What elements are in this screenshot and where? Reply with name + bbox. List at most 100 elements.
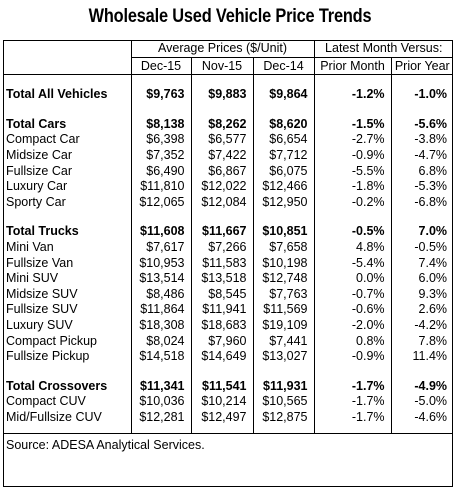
header-blank (3, 57, 131, 75)
table-row: Fullsize Pickup $14,518 $14,649 $13,027 -0.9… (3, 348, 454, 365)
cell-nov15: $8,262 (190, 116, 253, 133)
cell-prior-month: -0.9% (313, 348, 392, 365)
row-label: Mid/Fullsize CUV (6, 409, 102, 424)
table-row: Compact Car $6,398 $6,577 $6,654 -2.7% -3.8% (3, 132, 454, 148)
table-row: Compact Pickup $8,024 $7,960 $7,441 0.8% 7.8% (3, 333, 454, 349)
row-label: Total Trucks (6, 224, 79, 239)
cell-nov15: $11,941 (190, 302, 253, 318)
cell-dec14: $12,466 (252, 178, 315, 195)
cell-prior-month: -1.7% (313, 378, 392, 395)
cell-prior-year: -4.6% (390, 409, 454, 426)
spacer-row (3, 364, 454, 379)
table-row: Mid/Fullsize CUV $12,281 $12,497 $12,875 -1.… (3, 409, 454, 426)
cell-prior-month: -0.2% (313, 194, 392, 211)
cell-dec15: $12,065 (130, 194, 191, 211)
cell-prior-year: 11.4% (390, 348, 454, 365)
cell-prior-month: -2.7% (313, 132, 392, 148)
cell-prior-month: -0.7% (313, 286, 392, 303)
cell-dec15: $8,138 (130, 116, 191, 133)
spacer-cell (130, 102, 191, 117)
cell-dec14: $6,075 (252, 163, 315, 179)
spacer-row (3, 74, 454, 87)
spacer-cell (130, 210, 191, 225)
cell-prior-year: -0.5% (390, 239, 454, 256)
spacer-cell (130, 425, 191, 434)
cell-dec14: $11,931 (252, 378, 315, 395)
spacer-cell (313, 364, 392, 379)
col-header-dec15: Dec-15 (130, 57, 191, 75)
spacer-cell (252, 102, 315, 117)
table-row: Fullsize SUV $11,864 $11,941 $11,569 -0.6% 2.… (3, 302, 454, 318)
spacer-cell (252, 210, 315, 225)
cell-dec15: $11,864 (130, 302, 191, 318)
cell-nov15: $7,422 (190, 147, 253, 164)
cell-dec14: $12,748 (252, 270, 315, 287)
cell-prior-year: -3.8% (390, 132, 454, 148)
cell-dec15: $11,810 (130, 178, 191, 195)
cell-nov15: $18,683 (190, 317, 253, 334)
cell-nov15: $12,084 (190, 194, 253, 211)
table-row: Sporty Car $12,065 $12,084 $12,950 -0.2% -6.8… (3, 194, 454, 211)
cell-prior-year: -4.2% (390, 317, 454, 334)
cell-dec14: $7,658 (252, 239, 315, 256)
spacer-cell (390, 102, 454, 117)
cell-prior-year: 6.0% (390, 270, 454, 287)
cell-dec15: $7,352 (130, 147, 191, 164)
row-label: Sporty Car (6, 194, 66, 209)
cell-prior-month: -0.9% (313, 147, 392, 164)
spacer-cell (130, 364, 191, 379)
row-label: Total Cars (6, 116, 67, 131)
col-header-prior-year: Prior Year (390, 57, 454, 75)
cell-dec15: $9,763 (130, 87, 191, 103)
cell-nov15: $7,960 (190, 333, 253, 349)
cell-prior-month: -1.5% (313, 116, 392, 133)
spacer-cell (313, 102, 392, 117)
spacer-cell (190, 364, 253, 379)
cell-prior-year: -5.0% (390, 394, 454, 410)
row-label: Total Crossovers (6, 378, 108, 393)
cell-nov15: $8,545 (190, 286, 253, 303)
cell-prior-month: 0.0% (313, 270, 392, 287)
cell-nov15: $13,518 (190, 270, 253, 287)
table-row: Luxury SUV $18,308 $18,683 $19,109 -2.0% -4.2… (3, 317, 454, 334)
cell-dec15: $13,514 (130, 270, 191, 287)
cell-dec15: $8,024 (130, 333, 191, 349)
spacer-cell (390, 364, 454, 379)
cell-prior-month: -1.7% (313, 409, 392, 426)
cell-prior-month: -5.5% (313, 163, 392, 179)
cell-dec15: $11,341 (130, 378, 191, 395)
spacer-cell (313, 210, 392, 225)
cell-nov15: $6,867 (190, 163, 253, 179)
row-label: Fullsize Pickup (6, 349, 90, 364)
cell-nov15: $12,497 (190, 409, 253, 426)
cell-nov15: $11,667 (190, 224, 253, 240)
row-label: Compact CUV (6, 394, 86, 409)
cell-prior-year: 7.4% (390, 255, 454, 271)
cell-dec14: $13,027 (252, 348, 315, 365)
cell-dec14: $7,441 (252, 333, 315, 349)
total-row: Total Cars $8,138 $8,262 $8,620 -1.5% -5.6% (3, 116, 454, 133)
row-label: Compact Car (6, 132, 80, 147)
cell-dec15: $8,486 (130, 286, 191, 303)
cell-dec15: $12,281 (130, 409, 191, 426)
cell-dec15: $6,398 (130, 132, 191, 148)
spacer-row (3, 102, 454, 117)
page-title: Wholesale Used Vehicle Price Trends (88, 6, 372, 27)
table-row: Mini Van $7,617 $7,266 $7,658 4.8% -0.5% (3, 239, 454, 256)
price-table: Average Prices ($/Unit) Latest Month Ver… (3, 40, 454, 457)
spacer-cell (390, 425, 454, 434)
row-label: Luxury SUV (6, 318, 73, 333)
cell-nov15: $12,022 (190, 178, 253, 195)
row-label: Compact Pickup (6, 333, 98, 348)
cell-dec14: $10,851 (252, 224, 315, 240)
spacer-cell (390, 74, 454, 87)
cell-dec14: $12,875 (252, 409, 315, 426)
cell-prior-year: -1.0% (390, 87, 454, 103)
header-latest-month: Latest Month Versus: (313, 40, 454, 58)
cell-prior-year: -6.8% (390, 194, 454, 211)
row-label: Midsize SUV (6, 286, 78, 301)
cell-prior-month: -1.2% (313, 87, 392, 103)
source-row: Source: ADESA Analytical Services. (3, 433, 454, 457)
spacer-cell (313, 74, 392, 87)
row-label: Midsize Car (6, 148, 72, 163)
